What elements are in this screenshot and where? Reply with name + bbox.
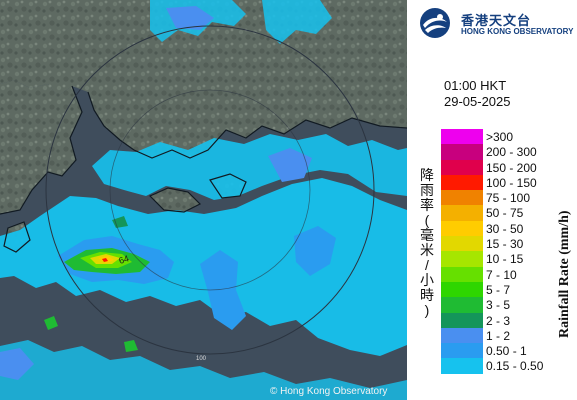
- rain-echo-moderate: [124, 340, 138, 352]
- legend-swatch: [441, 159, 483, 175]
- legend-swatch: [441, 129, 483, 145]
- legend-item: 3 - 5: [441, 297, 571, 313]
- legend-title-cn-char: 雨: [420, 182, 434, 198]
- legend-range-label: 1 - 2: [486, 328, 511, 343]
- legend-title-cn-char: 時: [420, 287, 434, 303]
- legend-item: >300: [441, 129, 571, 145]
- rain-echo-moderate: [44, 316, 58, 330]
- legend-range-label: 10 - 15: [486, 252, 524, 267]
- legend-range-label: 7 - 10: [486, 267, 517, 282]
- legend-range-label: 5 - 7: [486, 282, 511, 297]
- legend-range-label: >300: [486, 130, 514, 144]
- rain-echo-medium: [268, 148, 312, 182]
- legend-item: 30 - 50: [441, 220, 571, 237]
- legend-swatch: [441, 312, 483, 328]
- legend-title-cn-char: 米: [420, 242, 434, 258]
- legend-swatch: [441, 358, 483, 374]
- legend-range-label: 2 - 3: [486, 313, 511, 328]
- legend-panel: 香港天文台 HONG KONG OBSERVATORY 01:00 HKT 29…: [407, 0, 577, 400]
- org-name-en: HONG KONG OBSERVATORY: [461, 27, 574, 36]
- radar-map: 64 100 © Hong Kong Observatory: [0, 0, 407, 400]
- legend-item: 150 - 200: [441, 159, 571, 175]
- legend-title-cn-char: 小: [420, 272, 434, 288]
- observation-date: 29-05-2025: [444, 94, 511, 109]
- legend-swatch: [441, 343, 483, 359]
- range-ring-inner: [109, 89, 311, 291]
- legend-item: 75 - 100: [441, 190, 571, 206]
- map-copyright: © Hong Kong Observatory: [270, 386, 387, 397]
- legend-range-label: 100 - 150: [486, 175, 537, 190]
- rain-echo-light: [0, 340, 407, 400]
- legend-title-cn-char: /: [425, 257, 429, 273]
- legend-range-label: 15 - 30: [486, 237, 524, 252]
- legend-item: 0.15 - 0.50: [441, 358, 571, 374]
- legend-range-label: 75 - 100: [486, 191, 531, 206]
- legend-range-label: 200 - 300: [486, 145, 537, 160]
- legend-swatch: [441, 281, 483, 298]
- legend-swatch: [441, 220, 483, 237]
- legend-swatch: [441, 251, 483, 267]
- legend-title-cn: 降雨率(毫米 / 小時): [418, 168, 436, 318]
- legend-swatch: [441, 205, 483, 221]
- legend-item: 2 - 3: [441, 312, 571, 328]
- legend-range-label: 3 - 5: [486, 298, 511, 313]
- rain-echo-medium: [166, 6, 214, 30]
- hko-logo-icon: [420, 8, 450, 38]
- rain-echo-medium: [294, 226, 336, 276]
- west-coast-land: [0, 80, 82, 214]
- legend-title-cn-char: ): [424, 302, 430, 318]
- legend-title-cn-char: (: [424, 212, 430, 228]
- rain-echo-light: [262, 0, 332, 44]
- legend-title-cn-char: 毫: [420, 227, 434, 243]
- legend-title-cn-char: 降: [420, 167, 434, 183]
- legend-item: 1 - 2: [441, 327, 571, 344]
- legend-swatch: [441, 144, 483, 160]
- rain-echo-medium: [0, 348, 34, 380]
- legend-item: 50 - 75: [441, 205, 571, 221]
- legend-title-en: Rainfall Rate (mm/h): [557, 210, 572, 338]
- observation-time: 01:00 HKT: [444, 78, 507, 93]
- island-land: [150, 188, 200, 212]
- legend-item: 5 - 7: [441, 281, 571, 298]
- legend-swatch: [441, 174, 483, 191]
- hko-logo: 香港天文台 HONG KONG OBSERVATORY: [415, 6, 575, 40]
- range-label-64: 64: [118, 253, 131, 266]
- legend-range-label: 50 - 75: [486, 206, 524, 221]
- legend-swatch: [441, 327, 483, 344]
- range-ring-outer: [45, 25, 375, 355]
- legend-swatch: [441, 297, 483, 313]
- coastlines: [0, 85, 407, 253]
- legend-item: 10 - 15: [441, 251, 571, 267]
- legend-range-label: 150 - 200: [486, 160, 537, 175]
- legend-swatch: [441, 266, 483, 282]
- range-label-100: 100: [196, 356, 207, 362]
- mainland-land: [0, 0, 407, 158]
- legend-item: 7 - 10: [441, 266, 571, 282]
- org-name-cn: 香港天文台: [461, 13, 532, 28]
- legend-title-cn-char: 率: [420, 197, 434, 213]
- legend-item: 200 - 300: [441, 144, 571, 160]
- rainfall-legend: >300 200 - 300 150 - 200 100 - 150 75 - 100 5…: [441, 129, 571, 374]
- rain-echo-intense: [102, 258, 108, 262]
- rain-echo-medium: [200, 250, 246, 330]
- legend-swatch: [441, 236, 483, 252]
- legend-range-label: 30 - 50: [486, 221, 524, 236]
- legend-item: 0.50 - 1: [441, 343, 571, 359]
- legend-item: 100 - 150: [441, 174, 571, 191]
- legend-swatch: [441, 190, 483, 206]
- legend-range-label: 0.50 - 1: [486, 344, 527, 359]
- legend-range-label: 0.15 - 0.50: [486, 359, 544, 374]
- legend-item: 15 - 30: [441, 236, 571, 252]
